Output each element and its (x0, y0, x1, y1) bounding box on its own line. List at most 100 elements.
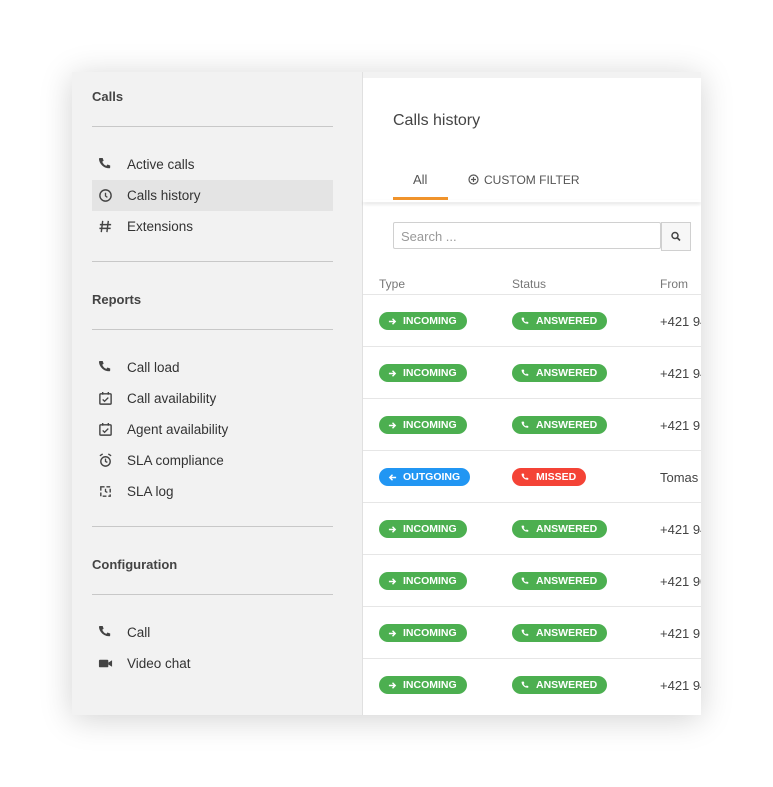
table-row[interactable]: INCOMING ANSWERED +421 9 (363, 606, 701, 659)
from-cell: +421 94 (660, 314, 701, 329)
tab-bar-shadow (363, 200, 701, 202)
status-badge: ANSWERED (512, 624, 608, 642)
divider (92, 329, 333, 330)
badge-label: MISSED (536, 471, 577, 483)
type-badge: INCOMING (379, 624, 467, 642)
nav-item[interactable]: Agent availability (92, 414, 333, 445)
type-badge: INCOMING (379, 364, 467, 382)
badge-label: ANSWERED (536, 419, 598, 431)
divider (92, 526, 333, 527)
nav-item[interactable]: Calls history (92, 180, 333, 211)
badge-label: INCOMING (403, 315, 457, 327)
nav-icon (98, 625, 111, 637)
nav-icon (98, 157, 111, 169)
table-row[interactable]: OUTGOING MISSED Tomas (363, 450, 701, 503)
column-header[interactable]: Type (379, 277, 406, 291)
nav-icon (99, 391, 112, 405)
from-cell: +421 90 (660, 574, 701, 589)
divider (92, 261, 333, 262)
table-row[interactable]: INCOMING ANSWERED +421 94 (363, 502, 701, 555)
nav-label: SLA compliance (127, 453, 224, 468)
badge-icon (388, 473, 397, 481)
from-cell: +421 9 (660, 626, 701, 641)
badge-label: INCOMING (403, 367, 457, 379)
nav-label: Active calls (127, 157, 195, 172)
tab-underline (393, 197, 448, 200)
nav-item[interactable]: SLA log (92, 476, 333, 507)
search-input[interactable]: Search ... (393, 222, 661, 249)
nav-item[interactable]: Call load (92, 352, 333, 383)
table-row[interactable]: INCOMING ANSWERED +421 94 (363, 658, 701, 711)
nav-label: SLA log (127, 484, 174, 499)
nav-label: Video chat (127, 656, 191, 671)
status-badge: MISSED (512, 468, 587, 486)
search-button[interactable] (661, 222, 691, 251)
from-cell: +421 94 (660, 678, 701, 693)
nav-icon (99, 422, 112, 436)
nav-item[interactable]: SLA compliance (92, 445, 333, 476)
nav-icon (99, 189, 112, 202)
type-badge: INCOMING (379, 312, 467, 330)
nav-label: Calls history (127, 188, 201, 203)
nav-label: Agent availability (127, 422, 229, 437)
badge-icon (521, 317, 529, 324)
badge-icon (388, 421, 397, 429)
nav-item[interactable]: Video chat (92, 648, 333, 679)
tab[interactable]: All (413, 172, 428, 187)
badge-icon (388, 525, 397, 533)
badge-icon (521, 681, 529, 688)
badge-icon (388, 317, 397, 325)
main-panel: Calls history All CUSTOM FILTER Search .… (363, 78, 701, 715)
table-row[interactable]: INCOMING ANSWERED +421 9 (363, 398, 701, 451)
plus-icon (468, 174, 479, 185)
nav-label: Extensions (127, 219, 194, 234)
badge-label: ANSWERED (536, 575, 598, 587)
type-badge: INCOMING (379, 416, 467, 434)
divider (92, 126, 333, 127)
badge-icon (521, 473, 529, 480)
nav-label: Call load (127, 360, 180, 375)
badge-icon (521, 577, 529, 584)
nav-item[interactable]: Call availability (92, 383, 333, 414)
badge-label: ANSWERED (536, 627, 598, 639)
status-badge: ANSWERED (512, 416, 608, 434)
from-cell: Tomas (660, 470, 699, 485)
column-header[interactable]: From (660, 277, 688, 291)
nav-item[interactable]: Active calls (92, 149, 333, 180)
badge-icon (521, 629, 529, 636)
nav-item[interactable]: Extensions (92, 211, 333, 242)
badge-icon (388, 369, 397, 377)
type-badge: INCOMING (379, 676, 467, 694)
nav-icon (99, 453, 112, 467)
nav-label: Call availability (127, 391, 217, 406)
status-badge: ANSWERED (512, 364, 608, 382)
badge-label: INCOMING (403, 627, 457, 639)
from-cell: +421 9 (660, 418, 701, 433)
badge-label: INCOMING (403, 523, 457, 535)
badge-label: ANSWERED (536, 367, 598, 379)
status-badge: ANSWERED (512, 572, 608, 590)
nav-item[interactable]: Call (92, 617, 333, 648)
badge-label: ANSWERED (536, 523, 598, 535)
table-row[interactable]: INCOMING ANSWERED +421 94 (363, 346, 701, 399)
search-icon (671, 231, 681, 242)
nav-icon (98, 659, 113, 668)
section-title: Reports (92, 292, 142, 307)
badge-icon (388, 681, 397, 689)
tab[interactable]: CUSTOM FILTER (484, 173, 580, 187)
table-row[interactable]: INCOMING ANSWERED +421 90 (363, 554, 701, 607)
section-title: Configuration (92, 557, 178, 572)
table-row[interactable]: INCOMING ANSWERED +421 94 (363, 294, 701, 347)
badge-label: ANSWERED (536, 679, 598, 691)
status-badge: ANSWERED (512, 312, 608, 330)
column-header[interactable]: Status (512, 277, 547, 291)
nav-icon (98, 360, 111, 372)
nav-label: Call (127, 625, 151, 640)
badge-icon (388, 629, 397, 637)
nav-icon (100, 486, 111, 497)
badge-icon (521, 369, 529, 376)
from-cell: +421 94 (660, 366, 701, 381)
badge-icon (521, 421, 529, 428)
badge-label: INCOMING (403, 419, 457, 431)
